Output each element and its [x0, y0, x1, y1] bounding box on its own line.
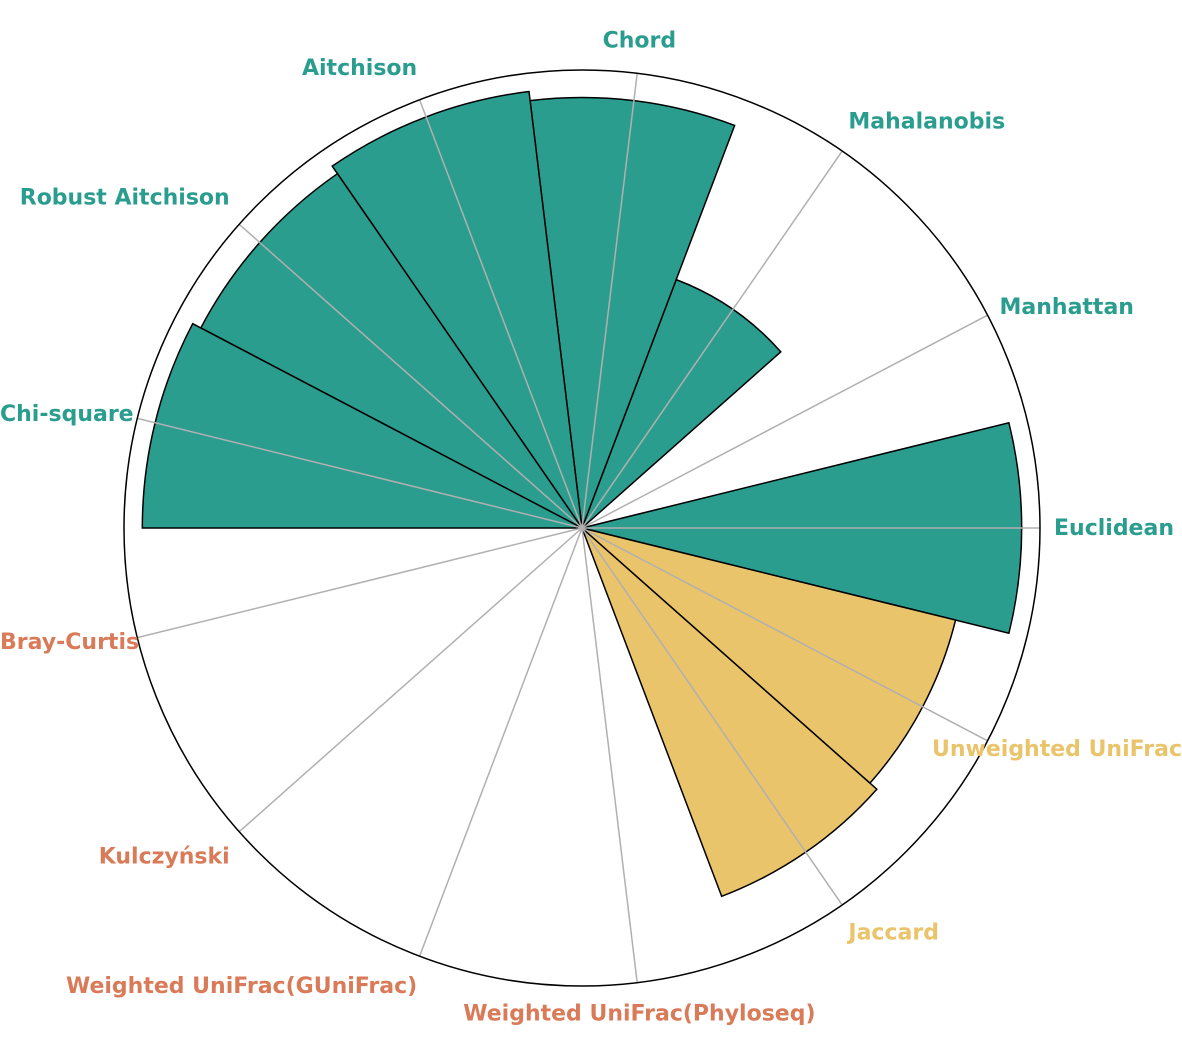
gridlines-layer — [137, 73, 1040, 983]
label-weighted-unifrac-phyloseq: Weighted UniFrac(Phyloseq) — [463, 1002, 815, 1027]
spoke-unweighted-unifrac — [581, 527, 988, 742]
spoke-mahalanobis — [581, 150, 843, 529]
label-kulczy-ski: Kulczyński — [99, 845, 230, 870]
label-chi-square: Chi-square — [0, 402, 134, 427]
bars-layer — [141, 90, 1023, 898]
spoke-weighted-unifrac-gunifrac — [418, 527, 583, 957]
label-bray-curtis: Bray-Curtis — [0, 630, 139, 655]
spoke-kulczy-ski — [238, 527, 583, 833]
spoke-robust-aitchison — [238, 223, 583, 529]
spoke-bray-curtis — [137, 527, 583, 639]
spoke-manhattan — [581, 314, 988, 529]
label-jaccard: Jaccard — [846, 921, 939, 946]
label-aitchison: Aitchison — [302, 56, 417, 81]
label-robust-aitchison: Robust Aitchison — [20, 185, 230, 210]
spoke-jaccard — [581, 527, 843, 906]
spoke-aitchison — [418, 99, 583, 529]
spoke-weighted-unifrac-phyloseq — [581, 527, 638, 983]
label-unweighted-unifrac: Unweighted UniFrac — [932, 737, 1182, 762]
label-weighted-unifrac-gunifrac: Weighted UniFrac(GUniFrac) — [66, 974, 417, 999]
outer-ring — [123, 69, 1041, 987]
spoke-chi-square — [137, 417, 583, 529]
spoke-chord — [581, 73, 638, 529]
label-mahalanobis: Mahalanobis — [848, 109, 1005, 134]
label-manhattan: Manhattan — [1000, 295, 1134, 320]
label-euclidean: Euclidean — [1054, 516, 1174, 541]
label-chord: Chord — [603, 29, 677, 54]
labels-layer: Euclidean Manhattan Mahalanobis Chord Aitchi… — [0, 29, 1182, 1027]
